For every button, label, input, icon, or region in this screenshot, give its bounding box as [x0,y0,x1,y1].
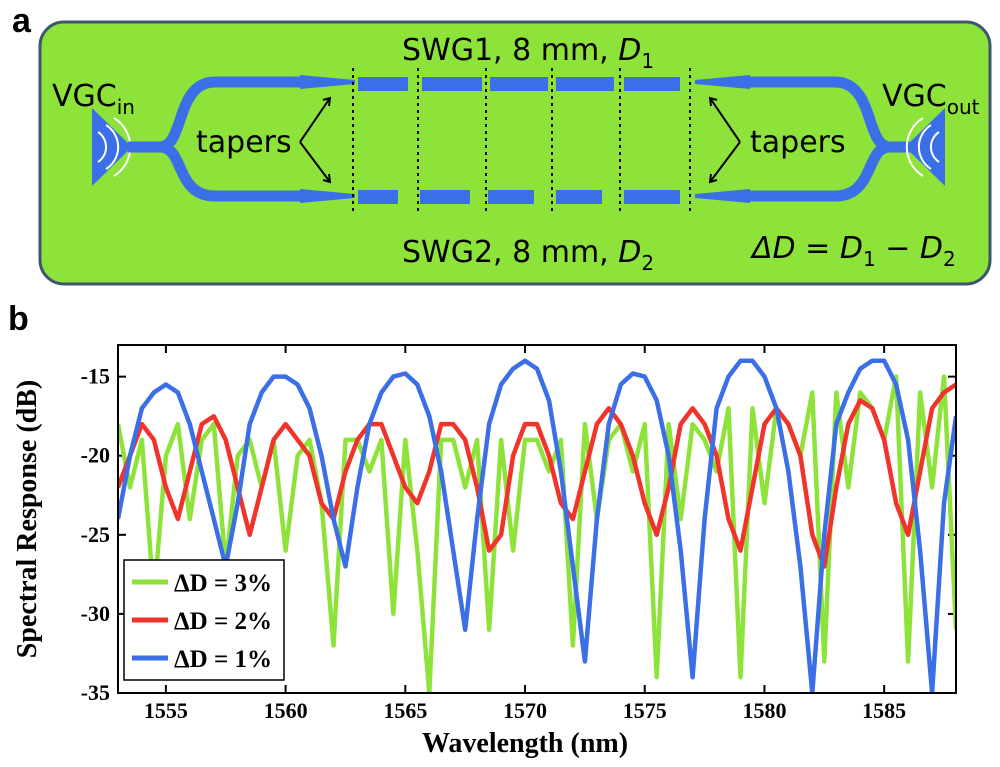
delta-d-equation: ΔD = D1 − D2 [750,231,956,271]
x-tick-label: 1570 [503,698,547,723]
taper-lower-left [300,189,355,203]
taper-upper-left [300,75,355,89]
plot-frame [117,344,957,694]
x-tick-label: 1585 [862,698,906,723]
grating-arc-1 [97,131,107,163]
vgc-out-label: VGCout [882,79,980,119]
x-tick-label: 1575 [623,698,667,723]
taper-arrows [299,96,741,184]
swg1-segment [556,77,614,91]
swg2-label: SWG2, 8 mm, D2 [402,235,654,275]
tick-labels: 1555 1560 1565 1570 1575 1580 1585 -15 -20 -25 -30… [81,364,906,723]
x-tick-label: 1580 [742,698,786,723]
swg2-segment [556,190,602,204]
series-group [118,358,956,693]
grating-arc-out-2 [917,124,932,170]
swg2-segment [488,190,534,204]
panel-b-letter: b [8,300,29,338]
taper-lower-right [695,189,750,203]
swg1-segment [624,77,680,91]
grating-arc-out-3 [905,117,924,177]
legend-label-3: ΔD = 1% [174,646,272,673]
y-tick-label: -25 [81,522,110,547]
x-tick-label: 1555 [144,698,188,723]
grating-arc-out-1 [930,131,940,163]
input-grating-coupler [92,108,132,186]
swg2-segment [624,190,680,204]
y-axis-label: Spectral Response (dB) [12,380,43,658]
lower-arm [128,141,300,202]
panel-a-letter: a [12,2,32,40]
legend-label-1: ΔD = 3% [174,570,272,597]
lower-arm-out [750,141,910,202]
swg1-segment [358,77,408,91]
swg1-segment [422,77,482,91]
x-tick-label: 1560 [264,698,308,723]
series-line-3 [118,358,956,693]
tapers-right-label: tapers [750,125,846,160]
output-grating-coupler [905,108,945,186]
y-tick-label: -30 [81,601,110,626]
x-axis-label: Wavelength (nm) [422,728,628,759]
y-tick-label: -15 [81,364,110,389]
swg2-segment [420,190,470,204]
series-line-1 [118,374,956,693]
swg1-label: SWG1, 8 mm, D1 [402,33,654,73]
tapers-left-label: tapers [196,125,292,160]
swg1-segment [490,77,548,91]
taper-upper-right [695,75,750,89]
y-tick-label: -35 [81,680,110,705]
series-line-2 [118,382,956,569]
grating-arc-2 [105,124,120,170]
waveguide-layout [92,75,945,204]
legend-label-2: ΔD = 2% [174,608,272,635]
vgc-in-label: VGCin [52,79,135,119]
swg2-segment [358,190,398,204]
y-tick-label: -20 [81,443,110,468]
legend: ΔD = 3% ΔD = 2% ΔD = 1% [123,559,285,681]
x-tick-label: 1565 [383,698,427,723]
